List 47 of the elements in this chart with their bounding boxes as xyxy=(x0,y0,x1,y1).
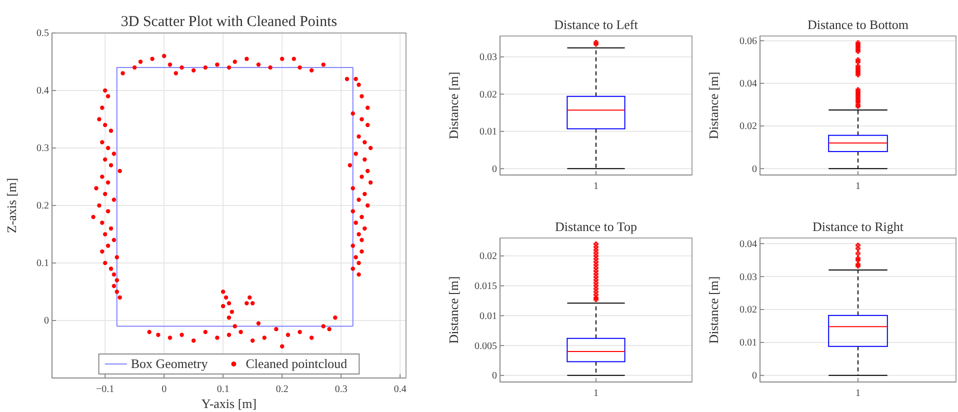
y-tick-label: 0.03 xyxy=(740,272,757,283)
y-tick-label: 0.1 xyxy=(36,258,49,270)
x-axis-title: Y-axis [m] xyxy=(201,396,257,411)
y-tick-label: 0 xyxy=(752,164,757,175)
y-tick-label: 0.04 xyxy=(740,78,757,90)
y-tick-label: 0 xyxy=(752,370,757,382)
y-axis-title: Distance [m] xyxy=(706,72,721,140)
chart-title: Distance to Left xyxy=(554,17,638,32)
y-tick-label: 0.03 xyxy=(480,52,497,64)
y-axis-title: Distance [m] xyxy=(706,276,721,344)
y-tick-label: 0 xyxy=(492,164,497,175)
y-tick-label: 0.02 xyxy=(480,89,497,100)
y-tick-label: 0.2 xyxy=(36,200,49,212)
y-tick-label: 0.02 xyxy=(480,251,497,262)
x-tick-label: 0.1 xyxy=(216,384,230,395)
x-tick-label: 0.4 xyxy=(394,384,406,395)
x-tick-label: 1 xyxy=(594,181,598,192)
y-tick-label: 0.01 xyxy=(480,310,497,322)
y-tick-label: 0.3 xyxy=(36,143,49,154)
x-tick-label: 1 xyxy=(856,388,860,399)
y-tick-label: 0.04 xyxy=(740,238,757,250)
y-tick-label: 0 xyxy=(44,316,49,327)
y-tick-label: 0.4 xyxy=(36,86,49,97)
y-tick-label: 0.005 xyxy=(474,340,497,352)
x-tick-label: 1 xyxy=(594,388,598,399)
y-axis-title: Distance [m] xyxy=(446,276,461,344)
x-tick-label: 0.3 xyxy=(334,384,348,395)
x-tick-label: 1 xyxy=(856,181,860,192)
y-axis-title: Distance [m] xyxy=(446,72,461,140)
chart-title: Distance to Top xyxy=(555,219,637,234)
y-tick-label: 0.5 xyxy=(36,28,49,40)
legend-label: Box Geometry xyxy=(130,356,208,371)
chart-title: 3D Scatter Plot with Cleaned Points xyxy=(120,14,338,30)
y-tick-label: 0.06 xyxy=(740,36,757,47)
chart-title: Distance to Right xyxy=(812,219,904,234)
x-tick-label: 0 xyxy=(162,384,167,395)
legend-label: Cleaned pointcloud xyxy=(246,356,348,371)
y-tick-label: 0 xyxy=(492,370,497,382)
y-axis-title: Z-axis [m] xyxy=(4,178,19,234)
y-tick-label: 0.015 xyxy=(474,281,497,292)
x-tick-label: 0.2 xyxy=(276,384,288,395)
y-tick-label: 0.02 xyxy=(740,121,757,132)
chart-title: Distance to Bottom xyxy=(807,17,909,32)
y-tick-label: 0.02 xyxy=(740,304,757,316)
y-tick-label: 0.01 xyxy=(740,338,757,349)
y-tick-label: 0.01 xyxy=(480,126,497,138)
x-tick-label: −0.1 xyxy=(96,384,114,395)
